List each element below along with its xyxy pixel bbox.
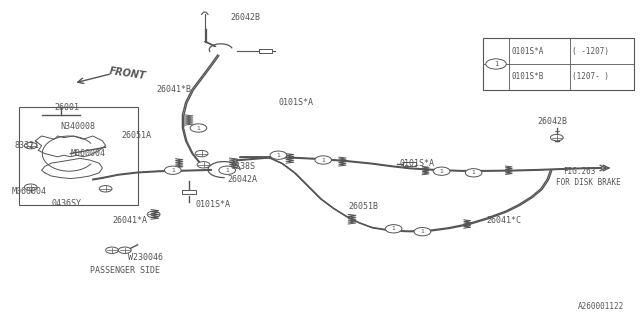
Circle shape [197, 162, 210, 168]
Text: FIG.263: FIG.263 [563, 167, 596, 176]
Bar [403, 162, 416, 166]
Text: 0101S*A: 0101S*A [195, 200, 230, 209]
Circle shape [147, 211, 160, 218]
Bar [182, 190, 196, 194]
Text: ( -1207): ( -1207) [572, 47, 609, 56]
Text: 0101S*A: 0101S*A [278, 98, 314, 107]
Text: N340008: N340008 [61, 122, 96, 131]
Text: (1207- ): (1207- ) [572, 72, 609, 81]
Text: 1: 1 [276, 153, 280, 158]
Text: M060004: M060004 [70, 149, 106, 158]
Circle shape [118, 247, 131, 253]
Text: 0238S: 0238S [230, 162, 255, 171]
Circle shape [414, 228, 431, 236]
Circle shape [486, 59, 506, 69]
Text: A260001122: A260001122 [578, 302, 624, 311]
Text: 26041*C: 26041*C [486, 216, 522, 225]
Bar [259, 49, 272, 53]
Circle shape [164, 166, 181, 174]
Text: 1: 1 [392, 226, 396, 231]
Circle shape [465, 169, 482, 177]
Circle shape [550, 134, 563, 141]
Text: 1: 1 [225, 168, 229, 173]
Text: 1: 1 [196, 125, 200, 131]
Circle shape [219, 166, 236, 174]
Text: 1: 1 [171, 168, 175, 173]
Circle shape [385, 225, 402, 233]
Text: 83321: 83321 [14, 141, 39, 150]
Text: 26051A: 26051A [122, 132, 152, 140]
Text: 26041*A: 26041*A [112, 216, 147, 225]
Text: 0436SY: 0436SY [51, 199, 81, 208]
Circle shape [106, 247, 118, 253]
Text: 1: 1 [493, 61, 499, 67]
Circle shape [195, 150, 208, 157]
Text: 0101S*A: 0101S*A [511, 47, 544, 56]
Circle shape [24, 184, 37, 190]
Text: W230046: W230046 [128, 253, 163, 262]
Text: 1: 1 [321, 157, 325, 163]
Text: 1: 1 [440, 169, 444, 174]
Text: 0101S*A: 0101S*A [400, 159, 435, 168]
Circle shape [433, 167, 450, 175]
Text: 1: 1 [420, 229, 424, 234]
Text: 26042B: 26042B [538, 117, 568, 126]
Text: FRONT: FRONT [109, 66, 147, 81]
Circle shape [24, 142, 37, 149]
Circle shape [315, 156, 332, 164]
Text: PASSENGER SIDE: PASSENGER SIDE [90, 266, 159, 275]
Bar [483, 38, 634, 90]
Text: 26001: 26001 [54, 103, 79, 112]
Circle shape [270, 151, 287, 159]
Bar [19, 107, 138, 205]
Text: 26051B: 26051B [349, 202, 379, 211]
Text: 26042B: 26042B [230, 13, 260, 22]
Text: FOR DISK BRAKE: FOR DISK BRAKE [556, 178, 620, 187]
Circle shape [99, 186, 112, 192]
Text: 1: 1 [472, 170, 476, 175]
Text: 26041*B: 26041*B [157, 85, 192, 94]
Text: 0101S*B: 0101S*B [511, 72, 544, 81]
Circle shape [190, 124, 207, 132]
Text: M060004: M060004 [12, 188, 47, 196]
Text: 26042A: 26042A [227, 175, 257, 184]
